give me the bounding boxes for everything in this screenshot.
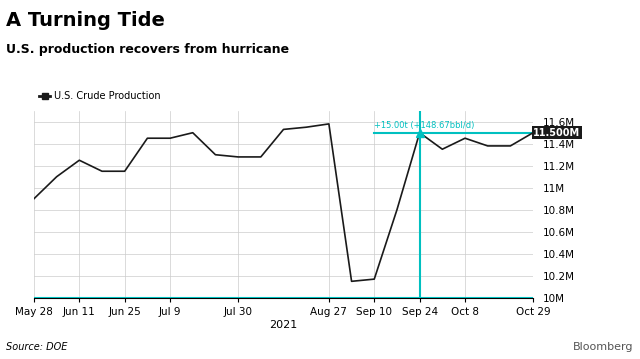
Text: +15.00t (+148.67bbl/d): +15.00t (+148.67bbl/d)	[374, 121, 475, 130]
Text: U.S. production recovers from hurricane: U.S. production recovers from hurricane	[6, 43, 289, 56]
X-axis label: 2021: 2021	[269, 320, 298, 330]
Text: A Turning Tide: A Turning Tide	[6, 11, 165, 30]
Text: Bloomberg: Bloomberg	[573, 342, 634, 352]
Text: 11.500M: 11.500M	[533, 128, 580, 138]
Legend: U.S. Crude Production: U.S. Crude Production	[39, 91, 161, 101]
Text: Source: DOE: Source: DOE	[6, 342, 68, 352]
